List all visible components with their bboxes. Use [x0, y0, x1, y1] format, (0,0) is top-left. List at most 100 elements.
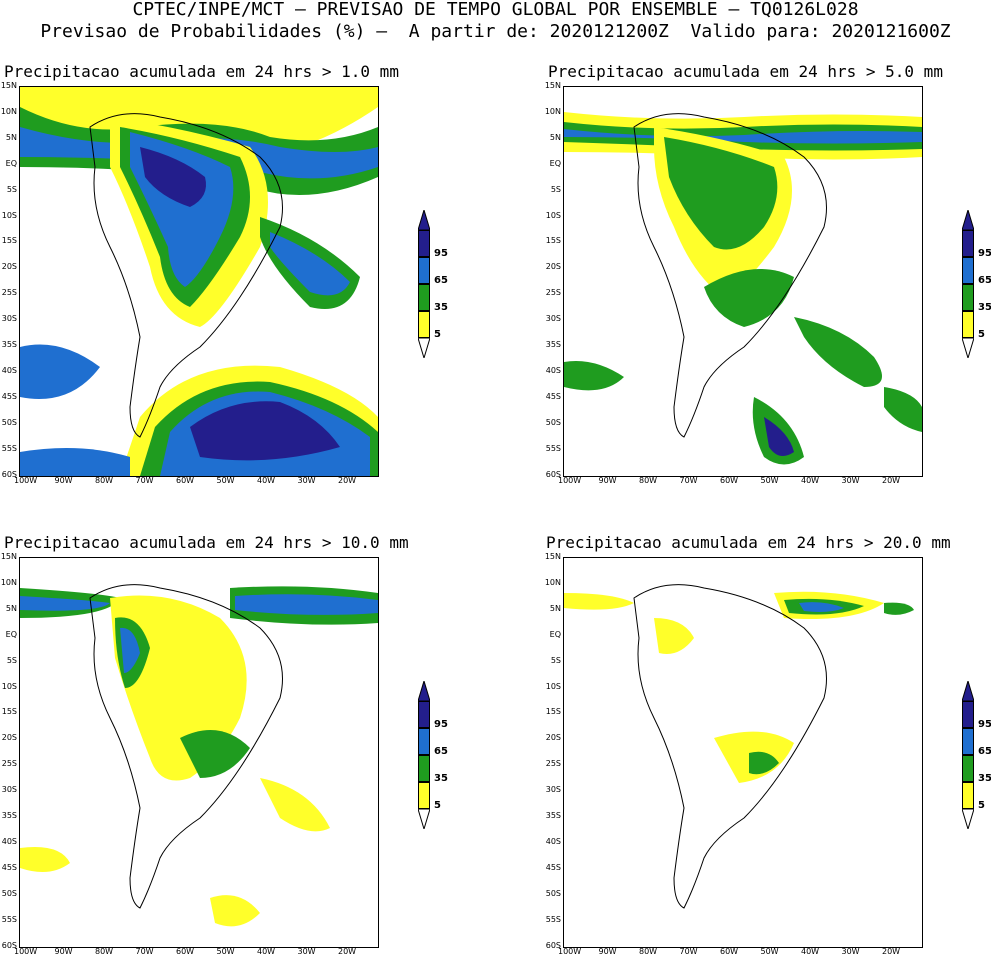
lon-label: 50W	[760, 476, 779, 485]
colorbar-bottom-arrow	[418, 809, 430, 829]
colorbar-segment	[418, 257, 430, 284]
lat-label: 50S	[545, 888, 561, 898]
lon-label: 80W	[95, 947, 114, 956]
lat-label: 5S	[6, 655, 17, 665]
lat-label: 30S	[545, 314, 561, 324]
lat-label: 10N	[544, 106, 561, 116]
lat-label: 10S	[545, 210, 561, 220]
panel-4-title: Precipitacao acumulada em 24 hrs > 20.0 …	[546, 533, 951, 552]
colorbar-label: 95	[978, 719, 991, 730]
lon-label: 30W	[841, 476, 860, 485]
lon-label: 30W	[297, 947, 316, 956]
map-panel-2	[563, 86, 923, 477]
lon-label: 60W	[176, 476, 195, 485]
colorbar-label: 5	[978, 329, 985, 340]
colorbar-label: 5	[978, 800, 985, 811]
lon-label: 20W	[338, 476, 357, 485]
lon-label: 80W	[639, 947, 658, 956]
lon-label: 90W	[598, 476, 617, 485]
lat-label: 15N	[0, 81, 17, 90]
lat-label: 10S	[1, 210, 17, 220]
lat-label: 20S	[545, 262, 561, 272]
lat-label: 45S	[1, 862, 17, 872]
colorbar-segment	[962, 311, 974, 338]
lat-label: EQ	[549, 158, 561, 168]
lat-label: 15N	[544, 552, 561, 561]
colorbar-segment	[962, 755, 974, 782]
colorbar-label: 65	[978, 746, 991, 757]
lat-label: 35S	[1, 340, 17, 349]
lat-label: 20S	[545, 733, 561, 743]
lat-label: 5S	[6, 184, 17, 194]
colorbar-label: 65	[434, 746, 448, 757]
colorbar-label: 95	[434, 719, 448, 730]
lat-label: 25S	[1, 759, 17, 769]
lon-label: 40W	[257, 947, 276, 956]
lat-label: 50S	[545, 417, 561, 427]
subtitle: Previsao de Probabilidades (%) — A parti…	[40, 21, 951, 42]
lon-label: 90W	[54, 947, 73, 956]
colorbar-label: 95	[434, 248, 448, 259]
lat-label: 30S	[1, 314, 17, 324]
lon-label: 60W	[176, 947, 195, 956]
lat-label: 20S	[1, 733, 17, 743]
lon-label: 60W	[720, 476, 739, 485]
colorbar-2: 95 65 35 5	[962, 210, 991, 358]
colorbar-segment	[418, 782, 430, 809]
lat-label: 5S	[550, 655, 561, 665]
lat-label: 25S	[545, 288, 561, 298]
colorbar-segment	[418, 284, 430, 311]
lat-label: 35S	[1, 811, 17, 820]
lat-label: EQ	[549, 629, 561, 639]
colorbar-label: 35	[978, 773, 991, 784]
lat-label: 40S	[545, 836, 561, 846]
map-panel-1	[19, 86, 379, 477]
colorbar-bottom-arrow	[418, 338, 430, 358]
lon-label: 40W	[801, 947, 820, 956]
lat-label: 55S	[545, 914, 561, 924]
lat-label: 5N	[5, 132, 17, 142]
lat-label: EQ	[5, 629, 17, 639]
lon-label: 40W	[257, 476, 276, 485]
lat-label: 15S	[1, 707, 17, 717]
panel-3-title: Precipitacao acumulada em 24 hrs > 10.0 …	[4, 533, 409, 552]
lon-label: 100W	[558, 947, 582, 956]
lat-label: 55S	[1, 914, 17, 924]
panel-1-title: Precipitacao acumulada em 24 hrs > 1.0 m…	[4, 62, 399, 81]
lat-label: 30S	[1, 785, 17, 795]
lon-label: 50W	[216, 947, 235, 956]
lat-label: 15N	[0, 552, 17, 561]
colorbar-top-arrow	[962, 681, 974, 701]
lat-label: 45S	[545, 862, 561, 872]
lat-label: 50S	[1, 888, 17, 898]
lon-label: 40W	[801, 476, 820, 485]
colorbar-segment	[962, 728, 974, 755]
lat-label: 40S	[1, 836, 17, 846]
colorbar-4: 95 65 35 5	[962, 681, 991, 829]
lat-label: 35S	[545, 811, 561, 820]
lon-label: 30W	[297, 476, 316, 485]
lat-label: 40S	[1, 365, 17, 375]
colorbar-segment	[418, 728, 430, 755]
colorbar-top-arrow	[962, 210, 974, 230]
colorbar-bottom-arrow	[962, 338, 974, 358]
lat-label: 10S	[1, 681, 17, 691]
lat-label: 25S	[1, 288, 17, 298]
lon-label: 20W	[338, 947, 357, 956]
lat-label: 15S	[1, 236, 17, 246]
lat-label: 55S	[545, 443, 561, 453]
main-title: CPTEC/INPE/MCT — PREVISAO DE TEMPO GLOBA…	[132, 0, 859, 20]
colorbar-segment	[962, 284, 974, 311]
lat-label: 40S	[545, 365, 561, 375]
colorbar-label: 95	[978, 248, 991, 259]
lat-label: 10N	[544, 577, 561, 587]
colorbar-3: 95 65 35 5	[418, 681, 448, 829]
lat-label: 5N	[5, 603, 17, 613]
colorbar-segment	[962, 257, 974, 284]
colorbar-segment	[418, 230, 430, 257]
lat-label: 50S	[1, 417, 17, 427]
lat-label: 15N	[544, 81, 561, 90]
lon-label: 100W	[558, 476, 582, 485]
panel-2-title: Precipitacao acumulada em 24 hrs > 5.0 m…	[548, 62, 943, 81]
colorbar-label: 65	[434, 275, 448, 286]
